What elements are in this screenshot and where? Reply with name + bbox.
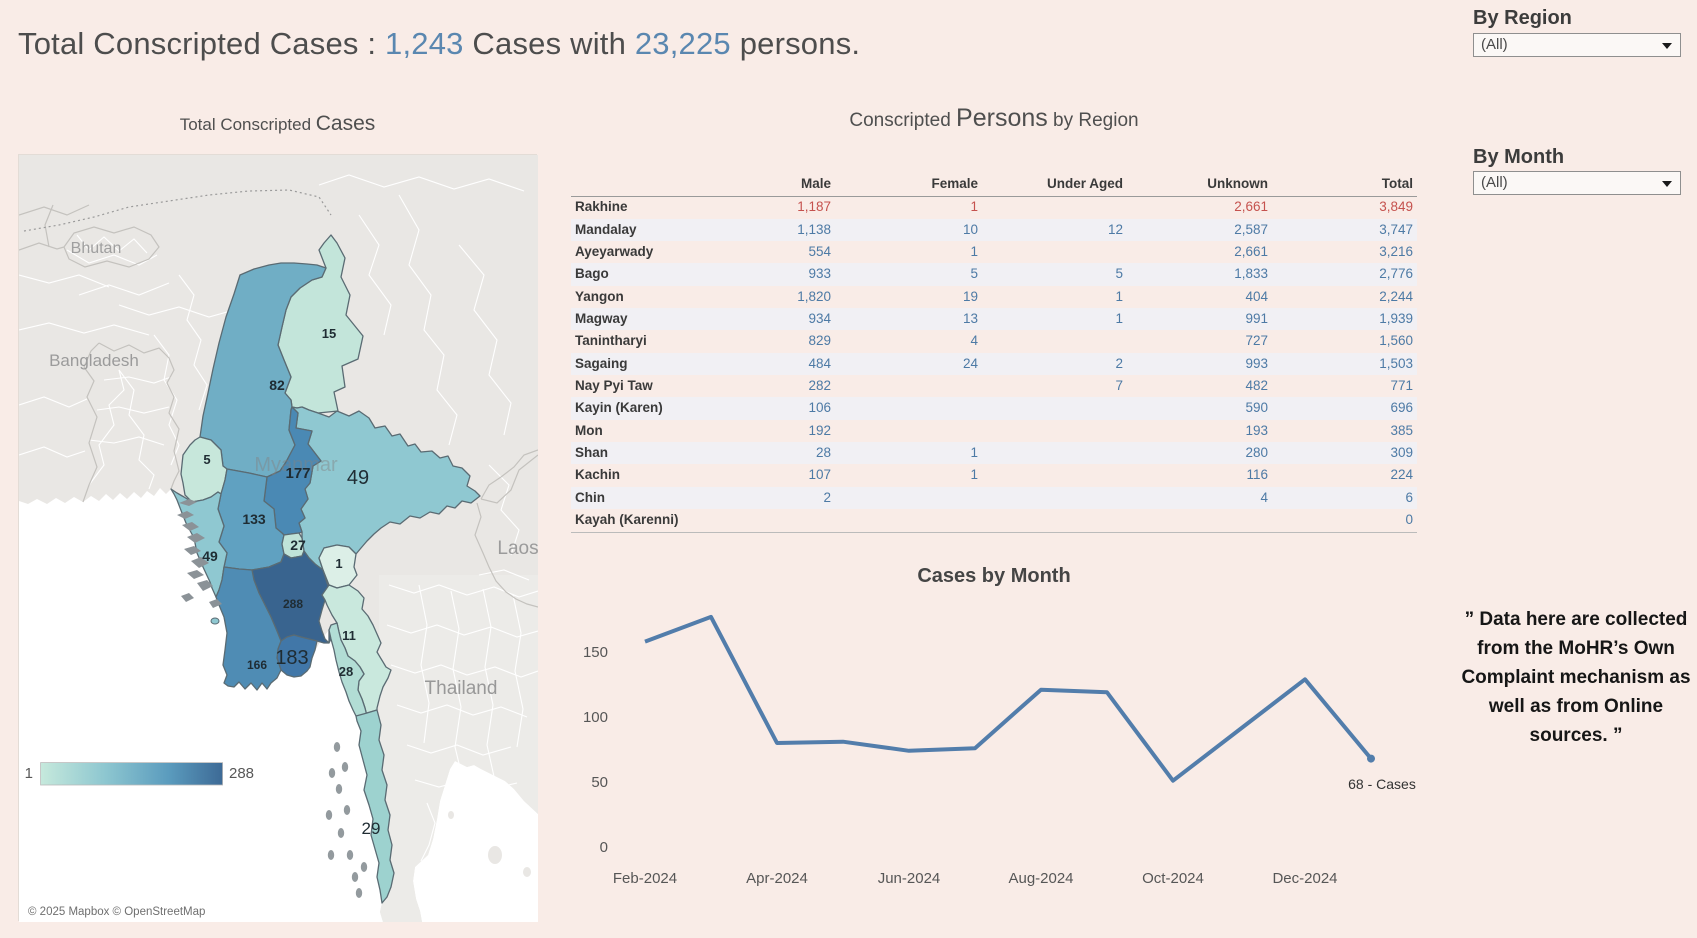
- svg-text:Dec-2024: Dec-2024: [1272, 870, 1337, 887]
- svg-text:288: 288: [283, 597, 303, 611]
- svg-text:Feb-2024: Feb-2024: [613, 870, 677, 887]
- svg-text:1: 1: [25, 765, 33, 782]
- svg-text:5: 5: [203, 452, 210, 467]
- svg-text:0: 0: [600, 839, 608, 856]
- svg-text:Oct-2024: Oct-2024: [1142, 870, 1204, 887]
- svg-text:Aug-2024: Aug-2024: [1008, 870, 1073, 887]
- svg-text:Myanmar: Myanmar: [254, 454, 338, 476]
- svg-text:177: 177: [285, 465, 310, 482]
- svg-text:27: 27: [290, 537, 306, 553]
- svg-text:288: 288: [229, 765, 254, 782]
- svg-text:11: 11: [342, 628, 356, 643]
- svg-text:49: 49: [347, 467, 369, 489]
- svg-text:133: 133: [242, 511, 266, 527]
- svg-text:Laos: Laos: [497, 538, 538, 559]
- svg-text:1: 1: [335, 556, 342, 571]
- svg-text:100: 100: [583, 709, 608, 726]
- svg-text:150: 150: [583, 644, 608, 661]
- svg-text:183: 183: [275, 647, 308, 669]
- svg-text:Bangladesh: Bangladesh: [49, 351, 139, 370]
- svg-text:50: 50: [591, 774, 608, 791]
- svg-text:Jun-2024: Jun-2024: [878, 870, 941, 887]
- svg-text:© 2025 Mapbox © OpenStreetMap: © 2025 Mapbox © OpenStreetMap: [28, 906, 205, 918]
- svg-text:Thailand: Thailand: [425, 678, 498, 699]
- svg-text:15: 15: [322, 326, 336, 341]
- svg-text:Bhutan: Bhutan: [71, 240, 122, 257]
- svg-text:28: 28: [339, 664, 353, 679]
- svg-text:49: 49: [202, 548, 218, 564]
- svg-text:82: 82: [269, 377, 285, 393]
- svg-text:Apr-2024: Apr-2024: [746, 870, 808, 887]
- svg-text:29: 29: [362, 819, 381, 838]
- svg-text:166: 166: [247, 658, 267, 672]
- svg-text:68 - Cases: 68 - Cases: [1348, 776, 1416, 792]
